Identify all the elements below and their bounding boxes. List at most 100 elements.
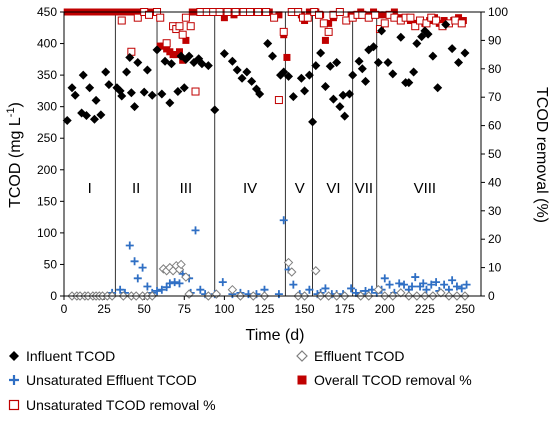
influent-point: [279, 67, 289, 77]
overall-removal-point: [175, 48, 183, 56]
x-axis-title: Time (d): [246, 327, 305, 344]
effluent-point: [181, 272, 191, 282]
y-left-tick-label: 50: [44, 257, 58, 271]
influent-point: [96, 110, 106, 120]
influent-point: [78, 70, 88, 80]
influent-point: [454, 57, 464, 67]
unsaturated-removal-point: [422, 19, 431, 28]
influent-point: [304, 70, 314, 80]
overall-removal-point: [325, 19, 333, 27]
influent-point: [328, 94, 338, 104]
unsaturated-removal-point: [162, 39, 171, 48]
x-tick-label: 225: [415, 302, 435, 316]
unsaturated-effluent-point: [448, 276, 457, 285]
influent-point: [340, 111, 350, 121]
unsaturated-effluent-point: [347, 284, 356, 293]
influent-point: [325, 61, 335, 71]
influent-point: [125, 52, 135, 62]
influent-point: [338, 90, 348, 100]
y-right-tick-label: 60: [488, 119, 502, 133]
x-tick-label: 25: [97, 302, 111, 316]
unsaturated-effluent-point: [408, 282, 417, 291]
unsaturated-effluent-point: [175, 279, 184, 288]
influent-point: [89, 114, 99, 124]
legend-item-effluent: Effluent TCOD: [296, 348, 405, 364]
legend-item-influent: Influent TCOD: [8, 348, 115, 364]
influent-point: [203, 61, 213, 71]
influent-point: [428, 51, 438, 61]
x-tick-label: 175: [335, 302, 355, 316]
y-axis-right-title: TCOD removal (%): [533, 87, 550, 223]
influent-point: [369, 42, 379, 52]
influent-point: [130, 102, 140, 112]
influent-point: [81, 111, 91, 121]
filled-square-icon: [297, 375, 307, 385]
period-label: III: [180, 180, 193, 197]
unsaturated-removal-point: [145, 10, 154, 19]
y-right-tick-label: 100: [488, 5, 508, 19]
y-right-tick-label: 80: [488, 62, 502, 76]
unsaturated-effluent-point: [395, 279, 404, 288]
unsaturated-effluent-point: [153, 286, 162, 295]
period-label: II: [132, 180, 140, 197]
unsaturated-removal-point: [411, 22, 420, 31]
open-diamond-icon: [296, 350, 308, 362]
unsaturated-removal-point: [319, 19, 328, 28]
unsaturated-effluent-point: [274, 290, 283, 299]
unsaturated-effluent-point: [411, 273, 420, 282]
influent-point: [311, 61, 321, 71]
influent-point: [357, 64, 367, 74]
legend-label: Effluent TCOD: [314, 348, 405, 364]
y-right-tick-label: 0: [488, 289, 495, 303]
overall-removal-point: [321, 36, 329, 44]
influent-point: [85, 83, 95, 93]
period-label: V: [295, 180, 305, 197]
overall-removal-point: [275, 11, 283, 19]
influent-point: [62, 116, 72, 126]
unsaturated-effluent-point: [170, 278, 179, 287]
influent-point: [101, 67, 111, 77]
unsaturated-effluent-point: [440, 280, 449, 289]
series-open-diamond: [67, 257, 470, 301]
influent-point: [296, 73, 306, 83]
x-tick-label: 125: [254, 302, 274, 316]
influent-point: [219, 49, 229, 59]
unsaturated-effluent-point: [133, 274, 142, 283]
unsaturated-removal-point: [406, 13, 415, 22]
y-axis-left-title: TCOD (mg L-1): [5, 102, 24, 208]
influent-point: [344, 89, 354, 99]
influent-point: [263, 39, 273, 49]
influent-point: [242, 67, 252, 77]
unsaturated-effluent-point: [289, 280, 298, 289]
influent-point: [255, 89, 265, 99]
influent-point: [122, 67, 132, 77]
unsaturated-effluent-point: [361, 286, 370, 295]
x-axis: 0 25 50 75 100 125 150 175 200 225 250: [61, 296, 475, 316]
x-tick-label: 0: [61, 302, 68, 316]
overall-removal-point: [220, 14, 228, 22]
unsaturated-removal-point: [191, 87, 200, 96]
unsaturated-removal-point: [117, 16, 126, 25]
influent-point: [300, 86, 310, 96]
effluent-point: [396, 288, 406, 298]
unsaturated-effluent-point: [143, 282, 152, 291]
influent-point: [147, 90, 157, 100]
unsaturated-effluent-point: [385, 280, 394, 289]
influent-point: [210, 105, 220, 115]
influent-point: [247, 76, 257, 86]
influent-point: [373, 57, 383, 67]
unsaturated-effluent-point: [191, 226, 200, 235]
unsaturated-removal-point: [432, 16, 441, 25]
unsaturated-effluent-point: [321, 284, 330, 293]
y-right-tick-label: 50: [488, 147, 502, 161]
unsaturated-effluent-point: [196, 285, 205, 294]
y-left-tick-label: 100: [37, 226, 57, 240]
plot-frame: [63, 11, 482, 297]
y-right-tick-label: 10: [488, 261, 502, 275]
x-tick-label: 150: [295, 302, 315, 316]
influent-point: [184, 51, 194, 61]
influent-point: [139, 87, 149, 97]
period-label: VI: [326, 180, 340, 197]
unsaturated-removal-point: [270, 13, 279, 22]
y-right-tick-label: 20: [488, 232, 502, 246]
